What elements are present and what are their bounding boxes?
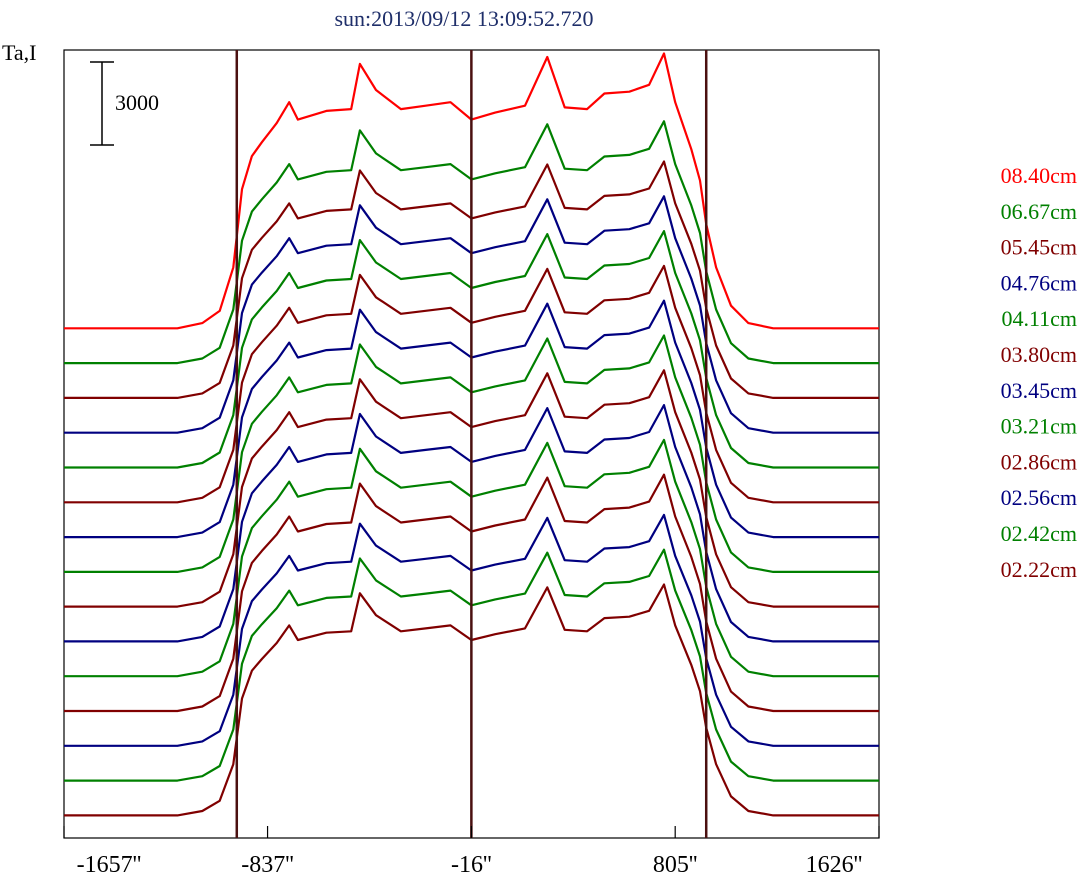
y-axis-label: Ta,I — [2, 40, 37, 65]
legend-entry-10: 02.42cm — [1001, 521, 1077, 546]
legend-entry-11: 02.22cm — [1001, 557, 1077, 582]
legend-entry-1: 06.67cm — [1001, 199, 1077, 224]
legend-entry-4: 04.11cm — [1001, 306, 1077, 331]
scale-bar-label: 3000 — [115, 90, 159, 115]
legend-entry-7: 03.21cm — [1001, 414, 1077, 439]
chart-title: sun:2013/09/12 13:09:52.720 — [334, 6, 593, 31]
legend-entry-9: 02.56cm — [1001, 485, 1077, 510]
x-tick-label-0: -1657'' — [77, 852, 142, 878]
legend-entry-8: 02.86cm — [1001, 449, 1077, 474]
legend-entry-6: 03.45cm — [1001, 378, 1077, 403]
x-tick-label-2: -16'' — [451, 852, 492, 878]
vertical-lines — [235, 50, 708, 838]
x-tick-label-3: 805'' — [653, 852, 698, 878]
legend-entry-0: 08.40cm — [1001, 163, 1077, 188]
scale-bar: 3000 — [90, 61, 159, 146]
legend-entry-3: 04.76cm — [1001, 270, 1077, 295]
legend-entry-5: 03.80cm — [1001, 342, 1077, 367]
x-axis-ticks: -1657'' -837'' -16'' 805'' 1626'' — [63, 826, 880, 878]
x-tick-label-4: 1626'' — [806, 852, 863, 878]
legend: 08.40cm 06.67cm 05.45cm 04.76cm 04.11cm 03.80… — [1001, 163, 1077, 582]
x-tick-label-1: -837'' — [241, 852, 294, 878]
legend-entry-2: 05.45cm — [1001, 235, 1077, 260]
